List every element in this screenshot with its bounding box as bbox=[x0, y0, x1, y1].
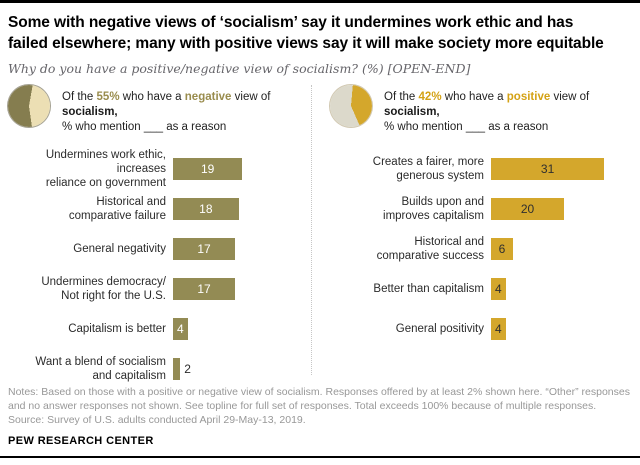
bar-row: Undermines work ethic, increases relianc… bbox=[8, 149, 308, 189]
panel-negative-header: Of the 55% who have a negative view of s… bbox=[8, 85, 308, 135]
bar-value-label: 20 bbox=[520, 202, 535, 216]
socialism-keyword: socialism, bbox=[62, 106, 118, 118]
panels: Of the 55% who have a negative view of s… bbox=[8, 85, 632, 385]
bar-category-label: Undermines democracy/ Not right for the … bbox=[41, 276, 166, 302]
panel-positive-header-text: Of the 42% who have a positive view of s… bbox=[384, 85, 632, 135]
negative-bar-rows: Undermines work ethic, increases relianc… bbox=[8, 149, 308, 389]
panel-positive: Of the 42% who have a positive view of s… bbox=[316, 85, 632, 385]
bar-category-label: Historical and comparative success bbox=[376, 236, 484, 262]
negative-share-pie-icon bbox=[8, 85, 50, 127]
bar: 17 bbox=[173, 278, 236, 300]
bar: 6 bbox=[491, 238, 513, 260]
bar-track: 17 bbox=[173, 238, 236, 260]
bar-track: 18 bbox=[173, 198, 239, 220]
bar: 19 bbox=[173, 158, 243, 180]
notes-text: Notes: Based on those with a positive or… bbox=[8, 386, 630, 412]
bar-category-label: Better than capitalism bbox=[373, 283, 484, 295]
bar-track: 19 bbox=[173, 158, 243, 180]
bar-value-label: 2 bbox=[184, 362, 191, 376]
chart-card: Some with negative views of ‘socialism’ … bbox=[0, 12, 640, 447]
bar-value-label: 31 bbox=[540, 162, 555, 176]
bar-row: Undermines democracy/ Not right for the … bbox=[8, 269, 308, 309]
bar-row: Want a blend of socialism and capitalism… bbox=[8, 349, 308, 389]
header-text-fragment: who have a bbox=[119, 91, 185, 103]
bar-track: 4 bbox=[173, 318, 188, 340]
panel-negative-header-text: Of the 55% who have a negative view of s… bbox=[62, 85, 308, 135]
bar-category-label: Builds upon and improves capitalism bbox=[383, 196, 484, 222]
bar-value-label: 18 bbox=[199, 202, 213, 216]
header-text-fragment: Of the bbox=[384, 91, 419, 103]
negative-share-pct: 55% bbox=[96, 91, 120, 103]
bar: 4 bbox=[491, 318, 506, 340]
bar-row: Capitalism is better 4 bbox=[8, 309, 308, 349]
bar-value-label: 4 bbox=[494, 282, 502, 296]
bar-track: 20 bbox=[491, 198, 564, 220]
chart-title-line1: Some with negative views of ‘socialism’ … bbox=[8, 14, 574, 31]
bar-row: Better than capitalism 4 bbox=[330, 269, 632, 309]
bar-track: 31 bbox=[491, 158, 605, 180]
bar-category-label: Want a blend of socialism and capitalism bbox=[35, 356, 166, 382]
bar-value-label: 17 bbox=[197, 242, 211, 256]
bar-category-label: Capitalism is better bbox=[68, 323, 166, 335]
bar: 4 bbox=[173, 318, 188, 340]
bar-row: General negativity 17 bbox=[8, 229, 308, 269]
bar-row: Historical and comparative success 6 bbox=[330, 229, 632, 269]
bar-track: 2 bbox=[173, 358, 191, 380]
positive-bar-rows: Creates a fairer, more generous system 31… bbox=[330, 149, 632, 349]
socialism-keyword: socialism, bbox=[384, 106, 440, 118]
positive-share-pct: 42% bbox=[418, 91, 442, 103]
bar-track: 4 bbox=[491, 278, 506, 300]
header-text-fragment: view of bbox=[550, 91, 590, 103]
bar: 31 bbox=[491, 158, 605, 180]
positive-keyword: positive bbox=[506, 91, 551, 103]
header-text-line2: % who mention ___ as a reason bbox=[384, 121, 549, 133]
bar-row: Creates a fairer, more generous system 31 bbox=[330, 149, 632, 189]
bar-track: 17 bbox=[173, 278, 236, 300]
positive-share-pie-icon bbox=[330, 85, 372, 127]
source-text: Source: Survey of U.S. adults conducted … bbox=[8, 414, 306, 426]
chart-subtitle: Why do you have a positive/negative view… bbox=[8, 61, 471, 76]
panel-negative: Of the 55% who have a negative view of s… bbox=[8, 85, 308, 385]
bar: 18 bbox=[173, 198, 239, 220]
bar-category-label: General negativity bbox=[73, 243, 166, 255]
bar-row: Historical and comparative failure 18 bbox=[8, 189, 308, 229]
header-text-line2: % who mention ___ as a reason bbox=[62, 121, 227, 133]
bar: 4 bbox=[491, 278, 506, 300]
chart-title: Some with negative views of ‘socialism’ … bbox=[8, 12, 632, 54]
header-text-fragment: who have a bbox=[441, 91, 507, 103]
top-rule bbox=[0, 0, 640, 3]
header-text-fragment: view of bbox=[231, 91, 271, 103]
bar-category-label: General positivity bbox=[395, 323, 484, 335]
negative-keyword: negative bbox=[184, 91, 232, 103]
header-text-fragment: Of the bbox=[62, 91, 97, 103]
bar-value-label: 4 bbox=[494, 322, 502, 336]
bar-category-label: Historical and comparative failure bbox=[68, 196, 166, 222]
bar: 17 bbox=[173, 238, 236, 260]
bar-value-label: 4 bbox=[176, 322, 184, 336]
bar-category-label: Creates a fairer, more generous system bbox=[372, 156, 484, 182]
pew-research-center-wordmark: PEW RESEARCH CENTER bbox=[8, 435, 154, 447]
bar-value-label: 17 bbox=[197, 282, 211, 296]
panel-positive-header: Of the 42% who have a positive view of s… bbox=[330, 85, 632, 135]
bar-row: General positivity 4 bbox=[330, 309, 632, 349]
bar-row: Builds upon and improves capitalism 20 bbox=[330, 189, 632, 229]
bar-value-label: 6 bbox=[498, 242, 506, 256]
bar-track: 6 bbox=[491, 238, 513, 260]
bar-track: 4 bbox=[491, 318, 506, 340]
bar bbox=[173, 358, 181, 380]
chart-title-line2: failed elsewhere; many with positive vie… bbox=[8, 35, 604, 52]
bar-category-label: Undermines work ethic, increases relianc… bbox=[45, 149, 166, 189]
bottom-rule bbox=[0, 456, 640, 458]
bar: 20 bbox=[491, 198, 564, 220]
panel-divider bbox=[311, 85, 313, 375]
notes: Notes: Based on those with a positive or… bbox=[8, 385, 632, 427]
bar-value-label: 19 bbox=[200, 162, 215, 176]
